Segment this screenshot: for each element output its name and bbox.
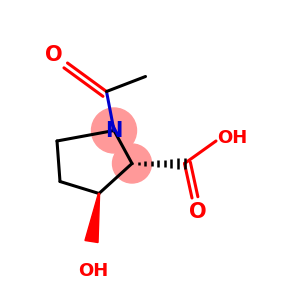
Text: OH: OH — [218, 129, 248, 147]
Circle shape — [92, 108, 136, 153]
Text: OH: OH — [78, 262, 108, 280]
Text: O: O — [45, 46, 63, 65]
Text: N: N — [105, 121, 123, 140]
Circle shape — [112, 144, 152, 183]
Text: O: O — [189, 202, 207, 221]
Polygon shape — [85, 194, 100, 242]
